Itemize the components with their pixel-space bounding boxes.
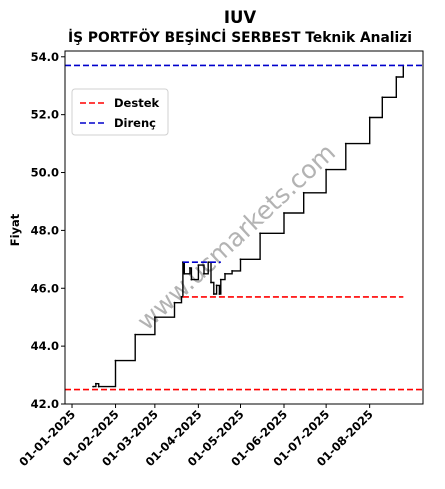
y-axis-label: Fiyat bbox=[8, 213, 22, 246]
price-point bbox=[302, 191, 305, 194]
price-point bbox=[173, 301, 176, 304]
price-series-line-0 bbox=[93, 65, 404, 388]
price-point bbox=[95, 382, 97, 385]
legend-label: Direnç bbox=[114, 116, 156, 130]
price-point bbox=[134, 333, 137, 336]
price-point bbox=[218, 293, 221, 295]
y-tick-label: 52.0 bbox=[31, 108, 59, 122]
chart-title: IUV bbox=[224, 8, 257, 27]
price-point bbox=[203, 272, 205, 275]
y-tick-label: 46.0 bbox=[31, 281, 59, 295]
legend-box bbox=[71, 88, 169, 136]
price-point bbox=[210, 281, 212, 284]
price-point bbox=[197, 264, 200, 266]
y-tick-label: 42.0 bbox=[31, 397, 59, 411]
watermark: www.ucmarkets.com bbox=[131, 138, 341, 336]
price-point bbox=[183, 272, 186, 275]
price-point bbox=[368, 116, 371, 119]
price-point bbox=[381, 96, 384, 99]
price-point bbox=[283, 212, 285, 214]
price-point bbox=[344, 142, 347, 145]
price-point bbox=[224, 272, 226, 275]
price-point bbox=[207, 261, 210, 264]
price-point bbox=[92, 385, 94, 388]
price-point bbox=[190, 278, 193, 281]
y-tick-label: 50.0 bbox=[31, 166, 59, 180]
price-point bbox=[239, 258, 242, 261]
price-point bbox=[154, 316, 156, 319]
price-point bbox=[215, 284, 218, 287]
price-point bbox=[97, 385, 100, 388]
legend-label: Destek bbox=[114, 96, 159, 110]
plot-frame bbox=[64, 50, 424, 405]
price-point bbox=[231, 270, 234, 272]
y-tick-label: 48.0 bbox=[31, 223, 59, 237]
price-point bbox=[325, 168, 327, 171]
y-tick-label: 44.0 bbox=[31, 339, 59, 353]
chart-subtitle: İŞ PORTFÖY BEŞİNCİ SERBEST Teknik Analiz… bbox=[68, 28, 412, 46]
y-tick-label: 54.0 bbox=[31, 50, 59, 64]
price-point bbox=[219, 278, 222, 281]
price-point bbox=[212, 293, 215, 295]
price-point bbox=[189, 267, 191, 269]
price-point bbox=[395, 76, 398, 78]
price-point bbox=[259, 232, 261, 235]
price-point bbox=[180, 296, 183, 298]
price-point bbox=[114, 359, 117, 362]
